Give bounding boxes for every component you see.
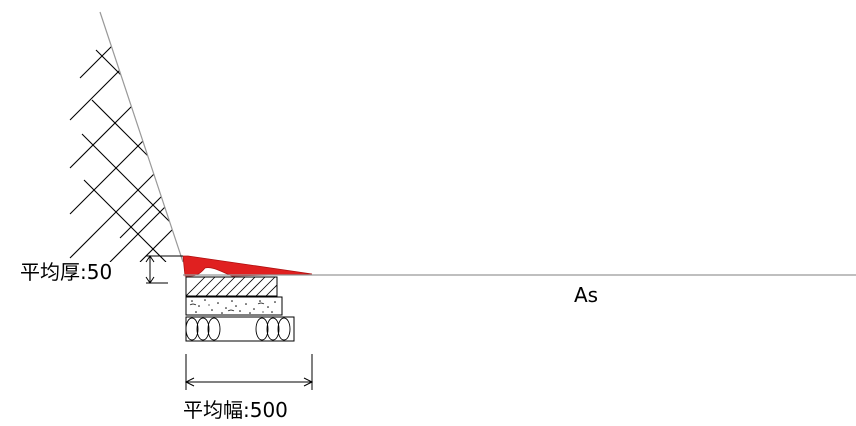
avg-width-label: 平均幅:500 (183, 398, 288, 422)
slope-edge-line (99, 11, 184, 263)
surface-label: As (574, 283, 598, 307)
pavement-layers (185, 276, 295, 342)
overlay-wedge (182, 255, 313, 277)
masonry-slope (69, 11, 184, 263)
base-course-layer (185, 296, 283, 316)
width-dimension (184, 354, 314, 390)
surface-course-layer (185, 276, 278, 297)
avg-thickness-label: 平均厚:50 (20, 260, 112, 284)
thickness-dimension (145, 255, 183, 284)
